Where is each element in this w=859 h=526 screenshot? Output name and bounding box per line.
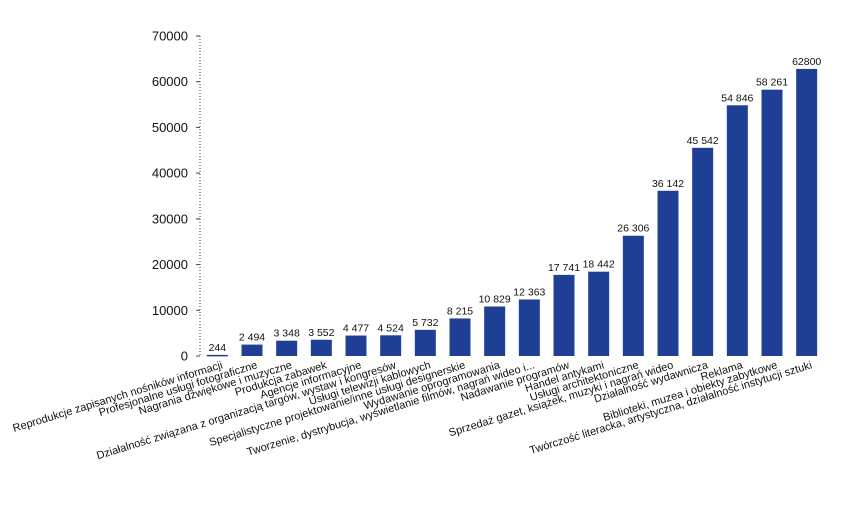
data-label: 10 829	[479, 293, 511, 305]
bar	[206, 354, 228, 357]
bar	[345, 335, 367, 356]
bar	[588, 271, 610, 356]
bar	[518, 299, 540, 356]
data-label: 17 741	[548, 262, 580, 274]
y-tick-label: 30000	[152, 211, 188, 226]
bar	[310, 339, 332, 356]
bar	[761, 89, 783, 356]
bar	[484, 306, 506, 356]
data-label: 45 542	[687, 135, 719, 147]
y-tick-label: 10000	[152, 303, 188, 318]
data-label: 8 215	[447, 305, 473, 317]
bar	[449, 318, 471, 356]
bar	[622, 235, 644, 356]
data-label: 58 261	[756, 77, 788, 89]
data-label: 2 494	[239, 332, 265, 344]
bar	[657, 190, 679, 356]
data-label: 36 142	[652, 178, 684, 190]
data-labels-group: 244 2 494 3 348 3 552 4 477 4 524 5 732 8 215 10…	[209, 56, 822, 354]
data-label: 244	[209, 342, 227, 354]
data-label: 26 306	[617, 223, 649, 235]
data-label: 5 732	[412, 317, 438, 329]
y-tick-label: 50000	[152, 120, 188, 135]
bar	[692, 147, 714, 356]
data-label: 3 348	[274, 328, 300, 340]
bar	[380, 335, 402, 356]
bar	[276, 340, 298, 356]
y-tick-label: 40000	[152, 166, 188, 181]
data-label: 18 442	[583, 259, 615, 271]
data-label: 62800	[792, 56, 821, 68]
data-label: 4 524	[378, 322, 404, 334]
y-tick-label: 20000	[152, 257, 188, 272]
y-tick-label: 0	[181, 349, 188, 364]
data-label: 3 552	[308, 327, 334, 339]
data-label: 4 477	[343, 323, 369, 335]
bar	[796, 68, 818, 357]
category-labels-group: Reprodukcje zapisanych nośników informac…	[11, 359, 813, 462]
bar	[414, 329, 436, 356]
data-label: 54 846	[721, 92, 753, 104]
data-label: 12 363	[513, 286, 545, 298]
bar	[726, 105, 748, 357]
y-tick-label: 70000	[152, 29, 188, 44]
y-axis: 0 10000 20000 30000 40000 50000 60000 70000	[152, 29, 201, 364]
bars-group	[206, 68, 818, 357]
bar	[241, 344, 263, 356]
y-tick-label: 60000	[152, 74, 188, 89]
bar	[553, 274, 575, 356]
